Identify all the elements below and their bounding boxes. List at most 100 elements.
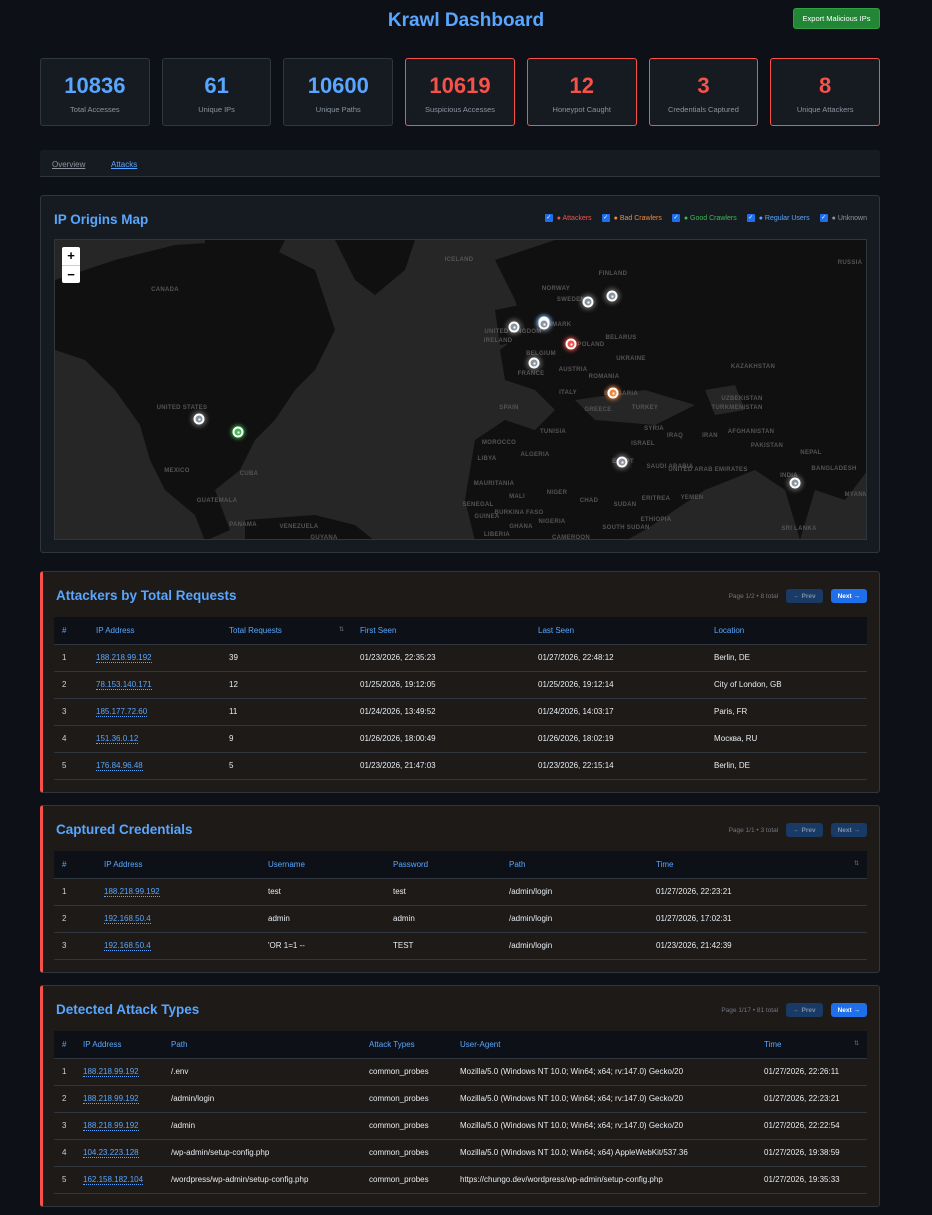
column-header[interactable]: Location [706, 617, 867, 645]
map-country-label: BELARUS [605, 335, 637, 341]
column-header[interactable]: IP Address [75, 1031, 163, 1059]
column-header[interactable]: User-Agent [452, 1031, 756, 1059]
map-country-label: CUBA [239, 471, 259, 477]
table-row: 3 188.218.99.192/admin common_probes Mozill… [54, 1112, 867, 1140]
column-header[interactable]: Time ⇅ [648, 851, 867, 879]
table-cell: 3 [54, 932, 96, 960]
stat-value: 12 [569, 73, 594, 98]
column-header[interactable]: Attack Types [361, 1031, 452, 1059]
tab-overview[interactable]: Overview [52, 160, 86, 169]
ip-address-link[interactable]: 78.153.140.171 [96, 680, 152, 690]
section-title: Attackers by Total Requests [56, 588, 237, 603]
prev-page-button[interactable]: ← Prev [786, 823, 823, 837]
map-marker-unknown[interactable] [538, 318, 550, 330]
column-header[interactable]: IP Address [88, 617, 221, 645]
ip-address-link[interactable]: 176.84.96.48 [96, 761, 143, 771]
legend-filter[interactable]: ✓ ● Attackers [544, 214, 592, 222]
map-country-label: NEPAL [800, 450, 822, 456]
column-header[interactable]: IP Address [96, 851, 260, 879]
table-row: 2 192.168.50.4 admin admin/admin/login 01/27… [54, 905, 867, 933]
zoom-in-button[interactable]: + [67, 248, 75, 263]
prev-page-button[interactable]: ← Prev [786, 589, 823, 603]
ip-address-link[interactable]: 185.177.72.60 [96, 707, 148, 717]
sort-icon[interactable]: ⇅ [853, 861, 859, 867]
table-cell: City of London, GB [706, 671, 867, 699]
ip-address-link[interactable]: 104.23.223.128 [83, 1148, 139, 1158]
sort-icon[interactable]: ⇅ [853, 1041, 859, 1047]
ip-origins-map[interactable]: CANADA UNITED STATES MEXICO CUBA GUATEMALA PA… [54, 239, 867, 540]
table-cell: 01/24/2026, 13:49:52 [352, 698, 530, 726]
map-marker-unknown[interactable] [528, 357, 540, 369]
map-marker-unknown[interactable] [582, 296, 594, 308]
map-marker-unknown[interactable] [616, 456, 628, 468]
checkbox-checked-icon[interactable]: ✓ [819, 214, 828, 222]
credentials-table: # IP Address Username Password Path Time ⇅ 1 188… [54, 851, 867, 960]
map-marker-attacker[interactable] [565, 338, 577, 350]
next-page-button[interactable]: Next → [830, 823, 867, 837]
table-row: 3 192.168.50.4 'OR 1=1 -- TEST/admin/login 0… [54, 932, 867, 960]
map-marker-unknown[interactable] [508, 321, 520, 333]
column-header[interactable]: Last Seen [530, 617, 706, 645]
map-country-label: MALI [509, 494, 525, 500]
column-header-label: Path [509, 859, 526, 869]
ip-address-link[interactable]: 192.168.50.4 [104, 914, 151, 924]
column-header[interactable]: Password [385, 851, 501, 879]
ip-address-link[interactable]: 188.218.99.192 [83, 1067, 139, 1077]
table-cell: admin [385, 905, 501, 933]
table-cell: /.env [163, 1058, 361, 1086]
tab-attacks[interactable]: Attacks [111, 160, 138, 169]
checkbox-checked-icon[interactable]: ✓ [544, 214, 553, 222]
prev-page-button[interactable]: ← Prev [786, 1003, 823, 1017]
export-malicious-ips-button[interactable]: Export Malicious IPs [793, 8, 880, 29]
map-marker-unknown[interactable] [193, 413, 205, 425]
legend-filter[interactable]: ✓ ● Unknown [819, 214, 867, 222]
ip-address-link[interactable]: 188.218.99.192 [104, 887, 160, 897]
map-country-label: CAMEROON [551, 535, 591, 540]
map-marker-bad-crawler[interactable] [607, 387, 619, 399]
ip-address-link[interactable]: 151.36.0.12 [96, 734, 139, 744]
tab-bar: Overview Attacks [40, 150, 880, 177]
table-cell: /admin/login [163, 1085, 361, 1113]
ip-address-link[interactable]: 188.218.99.192 [83, 1094, 139, 1104]
column-header[interactable]: Path [163, 1031, 361, 1059]
column-header[interactable]: Username [260, 851, 385, 879]
ip-address-link[interactable]: 192.168.50.4 [104, 941, 151, 951]
map-marker-unknown[interactable] [606, 290, 618, 302]
column-header[interactable]: # [54, 1031, 75, 1059]
map-country-label: FINLAND [598, 271, 628, 277]
map-country-label: SUDAN [613, 502, 637, 508]
next-page-button[interactable]: Next → [830, 1003, 867, 1017]
ip-address-link[interactable]: 188.218.99.192 [96, 653, 152, 663]
page-info: Page 1/2 • 8 total [728, 592, 779, 600]
column-header[interactable]: First Seen [352, 617, 530, 645]
column-header[interactable]: Time ⇅ [756, 1031, 867, 1059]
table-cell: 12 [221, 671, 352, 699]
legend-filter[interactable]: ✓ ● Bad Crawlers [601, 214, 662, 222]
checkbox-checked-icon[interactable]: ✓ [601, 214, 610, 222]
column-header[interactable]: Total Requests ⇅ [221, 617, 352, 645]
legend-filter[interactable]: ✓ ● Regular Users [746, 214, 810, 222]
column-header[interactable]: # [54, 617, 88, 645]
zoom-out-button[interactable]: − [62, 265, 80, 283]
table-cell: /admin/login [501, 905, 648, 933]
map-country-label: SYRIA [644, 426, 664, 432]
column-header[interactable]: # [54, 851, 96, 879]
legend-filter[interactable]: ✓ ● Good Crawlers [671, 214, 737, 222]
table-cell: 01/27/2026, 19:38:59 [756, 1139, 867, 1167]
map-country-label: ERITREA [641, 496, 671, 502]
table-cell: 4 [54, 725, 88, 753]
column-header[interactable]: Path [501, 851, 648, 879]
column-header-label: Time [764, 1039, 782, 1049]
checkbox-checked-icon[interactable]: ✓ [671, 214, 680, 222]
ip-address-link[interactable]: 188.218.99.192 [83, 1121, 139, 1131]
table-row: 5 176.84.96.48 5 01/23/2026, 21:47:03 01/23/… [54, 752, 867, 780]
table-cell: 01/27/2026, 22:23:21 [648, 878, 867, 906]
map-marker-good-crawler[interactable] [232, 426, 244, 438]
checkbox-checked-icon[interactable]: ✓ [746, 214, 755, 222]
ip-address-link[interactable]: 162.158.182.104 [83, 1175, 144, 1185]
map-marker-unknown[interactable] [789, 477, 801, 489]
next-page-button[interactable]: Next → [830, 589, 867, 603]
stat-card: 10619 Suspicious Accesses [405, 58, 515, 126]
sort-icon[interactable]: ⇅ [338, 627, 344, 633]
map-country-label: BELGIUM [526, 351, 556, 357]
